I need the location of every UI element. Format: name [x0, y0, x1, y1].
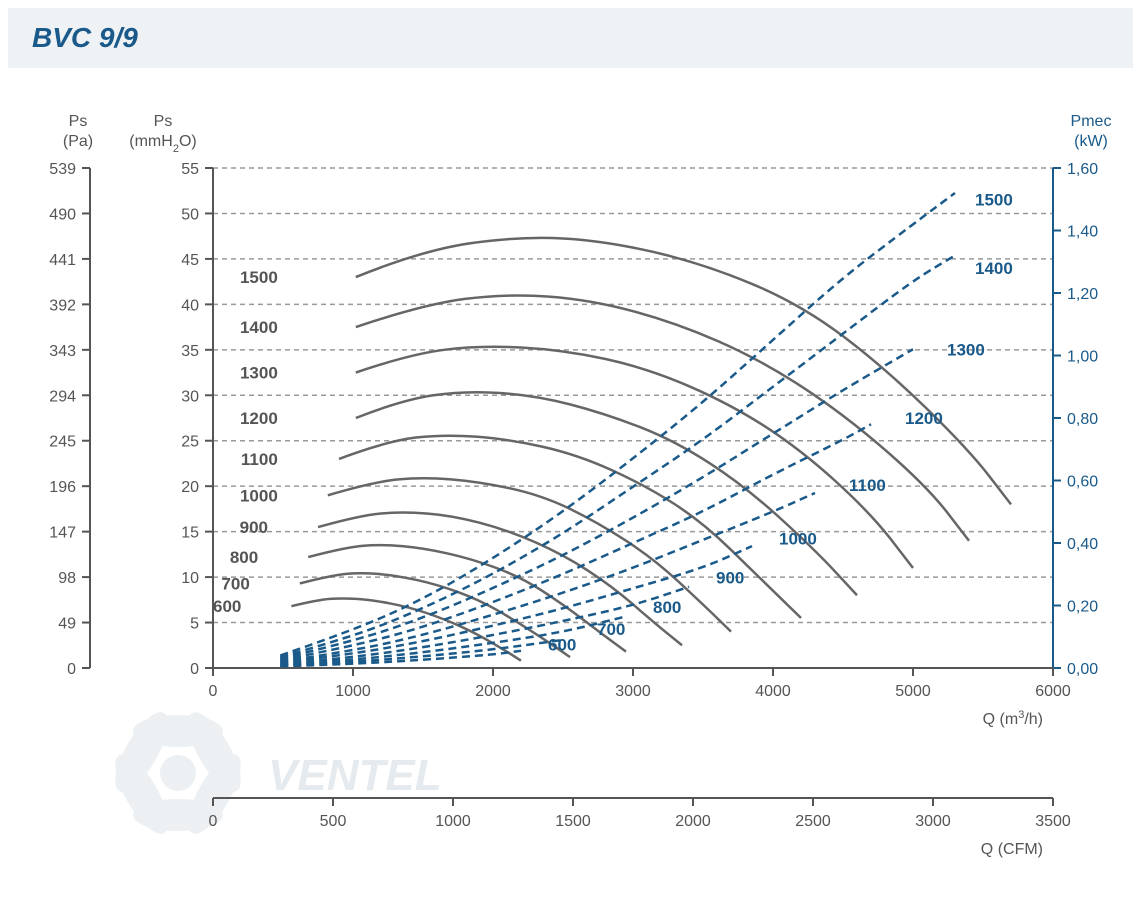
x2-tick-label: 0	[209, 813, 218, 830]
watermark: VENTEL	[105, 705, 441, 841]
y2-tick-label: 0	[190, 661, 199, 678]
pressure-curve-1100	[339, 436, 801, 618]
pressure-curve-1200	[356, 392, 857, 595]
y2-tick-label: 55	[181, 161, 199, 178]
pressure-curve-label-1100: 1100	[241, 450, 278, 469]
y3-tick-label: 0,60	[1067, 474, 1098, 491]
x1-axis-label: Q (m3/h)	[983, 709, 1043, 728]
x2-tick-label: 500	[320, 813, 347, 830]
y1-axis-unit: (Pa)	[63, 133, 93, 150]
y2-tick-label: 35	[181, 343, 199, 360]
y1-tick-label: 539	[49, 161, 76, 178]
y3-axis-unit: (kW)	[1074, 133, 1108, 150]
y3-tick-label: 1,20	[1067, 286, 1098, 303]
y1-tick-label: 98	[58, 570, 76, 587]
pressure-curve-900	[318, 513, 682, 646]
y2-axis-unit: (mmH2O)	[129, 133, 196, 155]
power-curve-label-900: 900	[716, 568, 744, 587]
title-bar: BVC 9/9	[8, 8, 1133, 68]
pressure-curve-label-900: 900	[240, 518, 268, 537]
y1-tick-label: 245	[49, 434, 76, 451]
x2-tick-label: 1500	[555, 813, 591, 830]
x2-tick-label: 2500	[795, 813, 831, 830]
y2-tick-label: 25	[181, 434, 199, 451]
y1-tick-label: 343	[49, 343, 76, 360]
x1-tick-label: 0	[209, 683, 218, 700]
power-curve-label-1000: 1000	[779, 529, 817, 548]
y1-tick-label: 0	[67, 661, 76, 678]
x1-tick-label: 3000	[615, 683, 651, 700]
y3-tick-label: 0,00	[1067, 661, 1098, 678]
x2-tick-label: 3000	[915, 813, 951, 830]
x2-tick-label: 2000	[675, 813, 711, 830]
y3-tick-label: 1,60	[1067, 161, 1098, 178]
power-curve-label-700: 700	[597, 620, 625, 639]
x1-tick-label: 1000	[335, 683, 371, 700]
power-curve-label-1300: 1300	[947, 340, 985, 359]
power-curve-1400	[280, 256, 955, 658]
y2-tick-label: 10	[181, 570, 199, 587]
y1-tick-label: 294	[49, 388, 76, 405]
y1-tick-label: 147	[49, 525, 76, 542]
pressure-curve-label-1300: 1300	[240, 364, 278, 383]
y1-axis-label: Ps	[69, 113, 88, 130]
y2-tick-label: 15	[181, 525, 199, 542]
x1-tick-label: 4000	[755, 683, 791, 700]
svg-text:VENTEL: VENTEL	[268, 751, 442, 800]
y2-tick-label: 20	[181, 479, 199, 496]
pressure-curve-label-800: 800	[230, 548, 258, 567]
x2-tick-label: 3500	[1035, 813, 1071, 830]
chart-svg: VENTEL Ps (Pa) 0 49 98 147 196 245 294 343 392 441 49…	[8, 88, 1133, 908]
power-curve-label-1500: 1500	[975, 190, 1013, 209]
pressure-curve-1500	[356, 238, 1011, 504]
pressure-curve-label-1200: 1200	[240, 409, 278, 428]
power-curve-label-1400: 1400	[975, 259, 1013, 278]
power-curve-label-1100: 1100	[849, 476, 886, 495]
x1-tick-label: 6000	[1035, 683, 1071, 700]
y1-tick-label: 196	[49, 479, 76, 496]
y2-tick-label: 45	[181, 252, 199, 269]
y3-tick-label: 0,20	[1067, 599, 1098, 616]
chart-title: BVC 9/9	[32, 22, 1109, 54]
y3-tick-label: 1,40	[1067, 224, 1098, 241]
y1-tick-label: 392	[49, 297, 76, 314]
x2-axis-label: Q (CFM)	[981, 841, 1043, 858]
y3-tick-label: 0,40	[1067, 536, 1098, 553]
y2-tick-label: 50	[181, 206, 199, 223]
pressure-curve-label-700: 700	[221, 574, 249, 593]
y2-tick-label: 40	[181, 297, 199, 314]
pressure-curve-label-600: 600	[213, 597, 241, 616]
y1-tick-label: 490	[49, 206, 76, 223]
pressure-curve-1400	[356, 295, 969, 540]
x1-tick-label: 5000	[895, 683, 931, 700]
fan-performance-chart: VENTEL Ps (Pa) 0 49 98 147 196 245 294 343 392 441 49…	[8, 88, 1133, 918]
y1-tick-label: 49	[58, 616, 76, 633]
pressure-curve-label-1500: 1500	[240, 268, 278, 287]
pressure-curve-label-1000: 1000	[240, 486, 278, 505]
y2-tick-label: 30	[181, 388, 199, 405]
y2-axis-label: Ps	[154, 113, 173, 130]
power-curve-label-600: 600	[548, 636, 576, 655]
pressure-curve-label-1400: 1400	[240, 318, 278, 337]
power-curve-label-1200: 1200	[905, 409, 943, 428]
y3-axis-label: Pmec	[1071, 113, 1112, 130]
x2-tick-label: 1000	[435, 813, 471, 830]
x1-tick-label: 2000	[475, 683, 511, 700]
y3-tick-label: 0,80	[1067, 411, 1098, 428]
y2-tick-label: 5	[190, 616, 199, 633]
y3-tick-label: 1,00	[1067, 349, 1098, 366]
power-curve-label-800: 800	[653, 598, 681, 617]
y1-tick-label: 441	[49, 252, 76, 269]
